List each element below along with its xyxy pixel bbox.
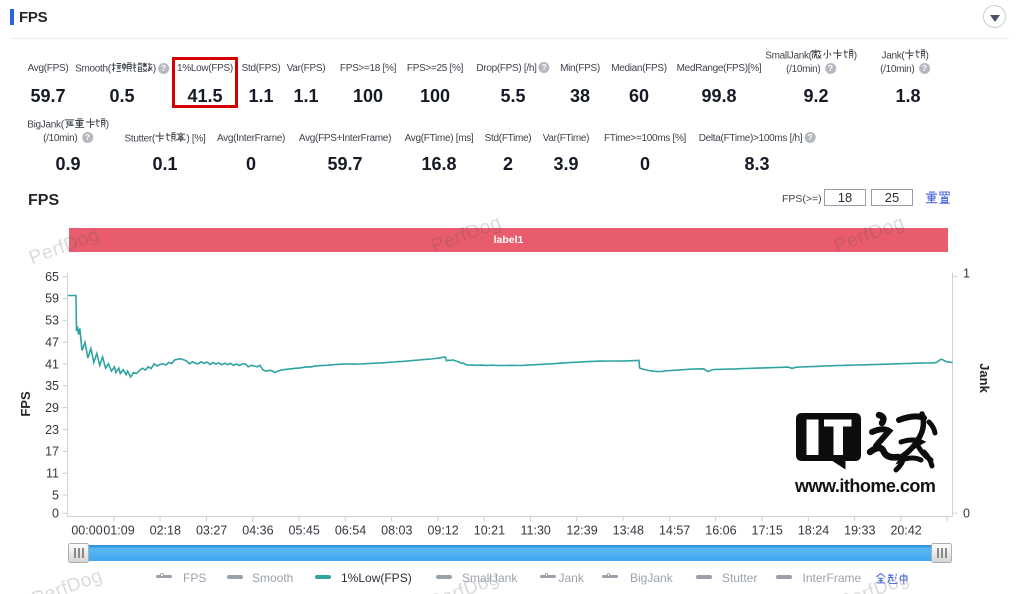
svg-text:11:30: 11:30 (521, 524, 551, 538)
svg-text:0: 0 (963, 507, 970, 521)
svg-text:00:00: 00:00 (71, 524, 102, 538)
svg-text:23: 23 (45, 423, 59, 437)
svg-text:02:18: 02:18 (150, 524, 181, 538)
svg-text:14:57: 14:57 (659, 524, 690, 538)
svg-text:41: 41 (45, 357, 59, 371)
svg-text:17:15: 17:15 (752, 524, 783, 538)
svg-text:09:12: 09:12 (427, 524, 458, 538)
svg-text:08:03: 08:03 (381, 524, 412, 538)
svg-text:13:48: 13:48 (613, 524, 644, 538)
svg-text:16:06: 16:06 (705, 524, 736, 538)
svg-text:04:36: 04:36 (242, 524, 273, 538)
svg-text:47: 47 (45, 335, 59, 349)
svg-text:29: 29 (45, 401, 59, 415)
svg-text:12:39: 12:39 (566, 524, 597, 538)
svg-text:5: 5 (52, 488, 59, 502)
svg-text:FPS: FPS (18, 391, 33, 417)
svg-text:17: 17 (45, 445, 59, 459)
svg-text:19:33: 19:33 (844, 524, 875, 538)
svg-text:10:21: 10:21 (474, 524, 505, 538)
svg-text:01:09: 01:09 (103, 524, 134, 538)
svg-text:11: 11 (46, 467, 59, 481)
svg-text:59: 59 (45, 292, 59, 306)
svg-text:20:42: 20:42 (890, 524, 921, 538)
svg-text:05:45: 05:45 (289, 524, 320, 538)
svg-text:03:27: 03:27 (196, 524, 227, 538)
svg-text:18:24: 18:24 (798, 524, 829, 538)
svg-text:06:54: 06:54 (335, 524, 366, 538)
svg-text:1: 1 (963, 267, 970, 281)
svg-text:35: 35 (45, 379, 59, 393)
svg-text:Jank: Jank (977, 363, 992, 393)
svg-text:53: 53 (45, 314, 59, 328)
svg-text:0: 0 (52, 507, 59, 521)
svg-text:65: 65 (45, 270, 59, 284)
